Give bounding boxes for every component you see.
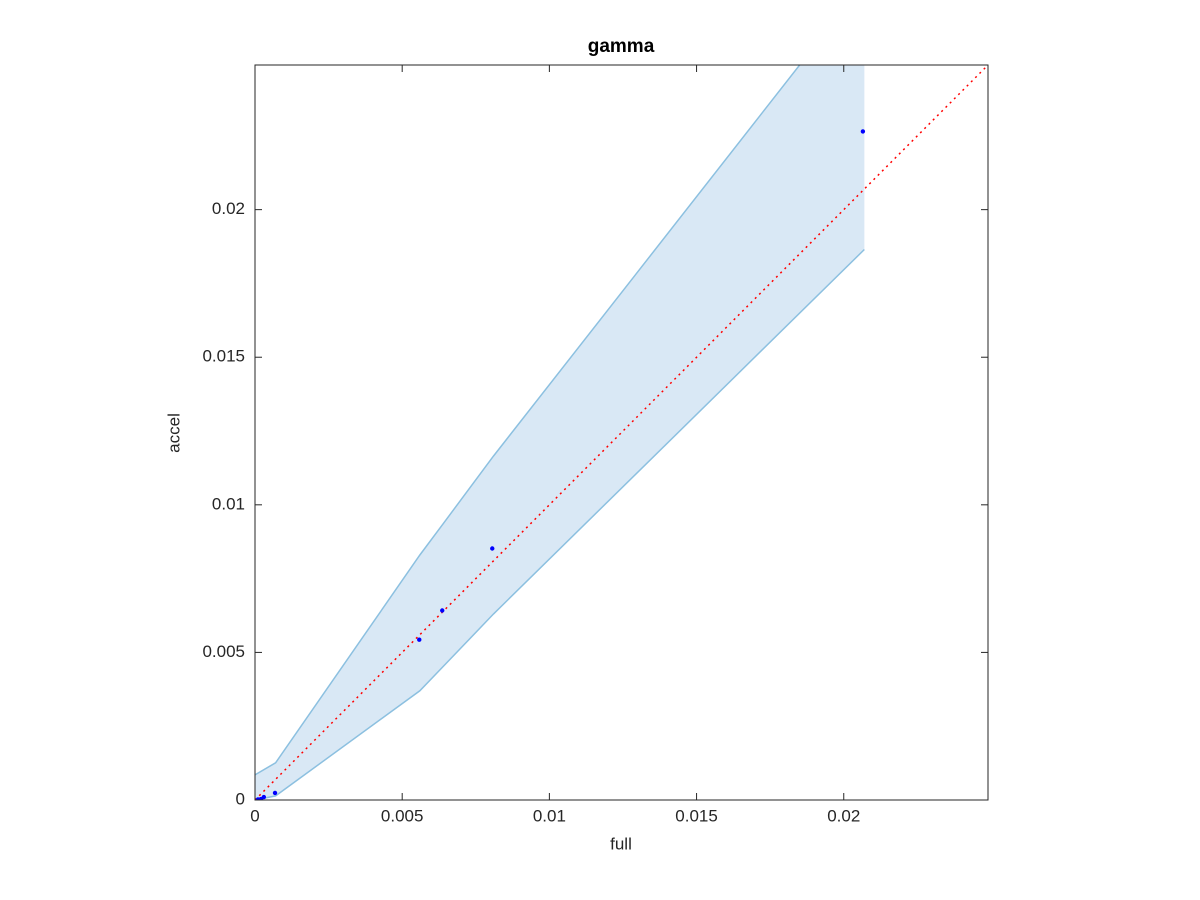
data-point bbox=[490, 546, 495, 551]
data-point bbox=[417, 637, 422, 642]
y-tick-label: 0.01 bbox=[212, 494, 245, 513]
y-axis-label: accel bbox=[164, 413, 183, 453]
y-tick-label: 0.02 bbox=[212, 199, 245, 218]
x-tick-label: 0.01 bbox=[533, 806, 566, 825]
x-tick-label: 0.02 bbox=[827, 806, 860, 825]
chart-title: gamma bbox=[588, 36, 655, 57]
reference-line bbox=[255, 65, 988, 800]
x-tick-label: 0.015 bbox=[675, 806, 718, 825]
x-axis-label: full bbox=[610, 834, 632, 853]
y-tick-label: 0.005 bbox=[202, 642, 245, 661]
x-tick-label: 0.005 bbox=[381, 806, 424, 825]
data-point bbox=[860, 129, 866, 134]
y-tick-label: 0.015 bbox=[202, 347, 245, 366]
band-upper-edge bbox=[255, 65, 801, 776]
data-point bbox=[272, 790, 278, 796]
data-point bbox=[440, 608, 445, 613]
band-lower-edge bbox=[255, 248, 865, 800]
x-tick-label: 0 bbox=[250, 806, 259, 825]
data-point bbox=[261, 794, 267, 800]
y-tick-label: 0 bbox=[236, 789, 245, 808]
plot-content bbox=[255, 65, 988, 800]
confidence-band bbox=[255, 65, 865, 800]
axes-box bbox=[254, 64, 989, 801]
